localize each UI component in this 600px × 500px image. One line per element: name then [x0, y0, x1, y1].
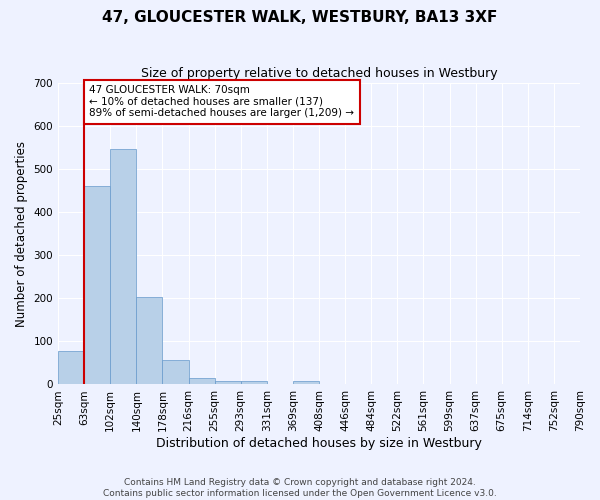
Bar [188, 378, 215, 384]
Y-axis label: Number of detached properties: Number of detached properties [15, 141, 28, 327]
Bar [136, 296, 163, 384]
Text: Contains HM Land Registry data © Crown copyright and database right 2024.
Contai: Contains HM Land Registry data © Crown c… [103, 478, 497, 498]
Title: Size of property relative to detached houses in Westbury: Size of property relative to detached ho… [141, 68, 497, 80]
Bar [163, 360, 188, 384]
Bar [84, 186, 110, 384]
Bar [293, 381, 319, 384]
X-axis label: Distribution of detached houses by size in Westbury: Distribution of detached houses by size … [156, 437, 482, 450]
Bar [241, 380, 267, 384]
Text: 47, GLOUCESTER WALK, WESTBURY, BA13 3XF: 47, GLOUCESTER WALK, WESTBURY, BA13 3XF [103, 10, 497, 25]
Text: 47 GLOUCESTER WALK: 70sqm
← 10% of detached houses are smaller (137)
89% of semi: 47 GLOUCESTER WALK: 70sqm ← 10% of detac… [89, 85, 355, 118]
Bar [110, 148, 136, 384]
Bar [215, 380, 241, 384]
Bar [58, 351, 84, 384]
